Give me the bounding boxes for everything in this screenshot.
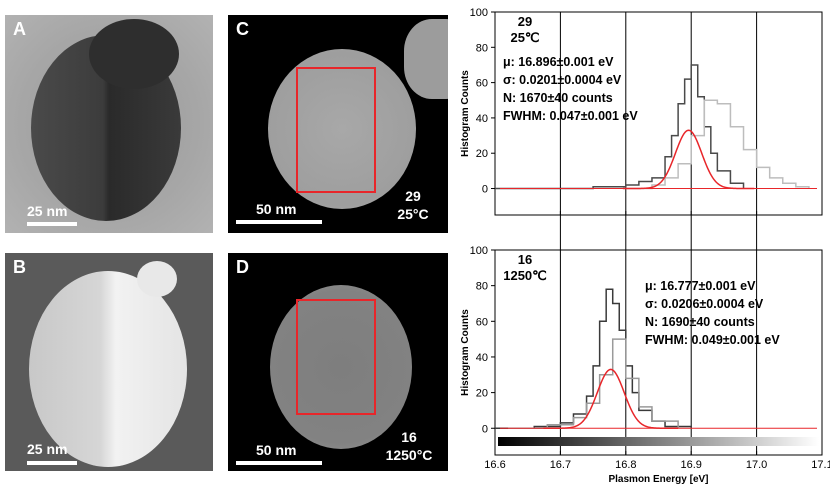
y-tick-label: 40	[476, 352, 488, 364]
fit-statistic: FWHM: 0.047±0.001 eV	[503, 109, 638, 123]
y-tick-label: 80	[476, 281, 488, 293]
x-tick-label: 17.1	[811, 459, 830, 471]
y-tick-label: 100	[470, 245, 488, 257]
fit-statistic: σ: 0.0206±0.0004 eV	[645, 297, 764, 311]
scale-bar	[236, 220, 322, 224]
particle-id-label: 29	[518, 14, 532, 29]
panel-c-map: C 50 nm 29 25°C	[228, 15, 448, 233]
temperature-label: 25℃	[510, 30, 539, 45]
particle-id-label: 16	[518, 252, 532, 267]
fit-statistic: N: 1690±40 counts	[645, 315, 755, 329]
temperature-label: 25°C	[397, 206, 429, 222]
scale-bar-label: 50 nm	[256, 442, 297, 458]
particle-a-cap	[89, 19, 179, 89]
histogram-series-line	[625, 99, 810, 190]
scale-bar-label: 25 nm	[27, 203, 68, 219]
gaussian-fit-curve	[543, 368, 679, 430]
y-tick-label: 60	[476, 316, 488, 328]
panel-a-image: A 25 nm	[5, 15, 213, 233]
x-axis-label: Plasmon Energy [eV]	[608, 474, 708, 485]
particle-id-label: 29	[405, 188, 421, 204]
histogram-series-line	[508, 338, 679, 430]
fit-statistic: σ: 0.0201±0.0004 eV	[503, 73, 622, 87]
y-tick-label: 80	[476, 42, 488, 54]
histogram-series-line	[495, 64, 745, 190]
x-tick-label: 16.7	[550, 459, 571, 471]
particle-b	[29, 271, 187, 467]
particle-d	[270, 285, 412, 449]
panel-letter: B	[13, 257, 26, 277]
scale-bar	[236, 461, 322, 465]
y-tick-label: 0	[482, 184, 488, 196]
energy-colorbar	[498, 437, 819, 446]
y-tick-label: 60	[476, 78, 488, 90]
fit-statistic: μ: 16.777±0.001 eV	[645, 279, 756, 293]
y-tick-label: 20	[476, 388, 488, 400]
panel-letter: D	[236, 257, 249, 277]
scale-bar-label: 50 nm	[256, 201, 297, 217]
temperature-label: 1250°C	[385, 447, 433, 463]
y-tick-label: 0	[482, 423, 488, 435]
y-axis-label: Histogram Counts	[460, 70, 471, 157]
scale-bar	[27, 461, 77, 465]
temperature-label: 1250℃	[503, 268, 547, 283]
panel-letter: A	[13, 19, 26, 39]
plot-frame	[494, 11, 823, 216]
particle-id-label: 16	[401, 429, 417, 445]
y-tick-label: 40	[476, 113, 488, 125]
x-tick-label: 16.9	[680, 459, 701, 471]
scale-bar-label: 25 nm	[27, 441, 68, 457]
scale-bar	[27, 222, 77, 226]
roi-box	[296, 299, 376, 415]
particle-c	[268, 49, 416, 209]
neighbor-particle	[404, 19, 448, 99]
fit-statistic: μ: 16.896±0.001 eV	[503, 55, 614, 69]
panel-b-image: B 25 nm	[5, 253, 213, 471]
x-tick-label: 17.0	[746, 459, 767, 471]
roi-box	[296, 67, 376, 193]
fit-statistic: N: 1670±40 counts	[503, 91, 613, 105]
x-tick-label: 16.8	[615, 459, 636, 471]
y-axis-label: Histogram Counts	[460, 309, 471, 396]
fit-statistic: FWHM: 0.049±0.001 eV	[645, 333, 780, 347]
particle-b-cap	[137, 261, 177, 297]
panel-letter: C	[236, 19, 249, 39]
x-tick-label: 16.6	[484, 459, 505, 471]
gaussian-fit-curve	[622, 129, 755, 190]
y-tick-label: 100	[470, 7, 488, 19]
y-tick-label: 20	[476, 148, 488, 160]
panel-d-map: D 50 nm 16 1250°C	[228, 253, 448, 471]
